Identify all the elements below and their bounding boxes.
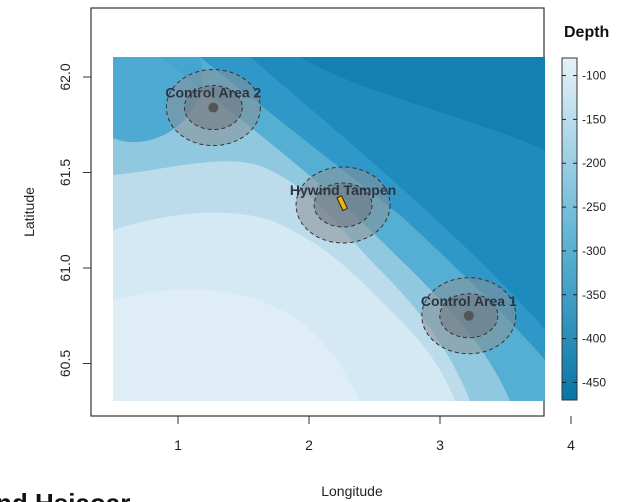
y-tick-label: 61.5 <box>57 159 73 186</box>
y-tick-label: 61.0 <box>57 254 73 281</box>
legend-tick-label: -300 <box>582 244 606 258</box>
x-tick-label: 4 <box>567 437 575 453</box>
legend-tick-label: -400 <box>582 332 606 346</box>
legend-tick-label: -250 <box>582 200 606 214</box>
x-tick-label: 3 <box>436 437 444 453</box>
legend-tick-label: -450 <box>582 375 606 389</box>
area-label: Control Area 1 <box>421 293 517 309</box>
y-axis-label: Latitude <box>21 187 37 237</box>
y-tick-label: 62.0 <box>57 63 73 90</box>
wind-farm-marker <box>336 195 349 212</box>
footer-fragment: nd Hsiaoar <box>0 488 130 502</box>
y-tick-label: 60.5 <box>57 350 73 377</box>
survey-areas: Control Area 2 Hywind Tampen Control Area … <box>165 69 517 355</box>
legend-title: Depth <box>564 24 609 41</box>
survey-area-1: Hywind Tampen <box>290 166 396 244</box>
legend-tick-label: -150 <box>582 112 606 126</box>
legend-tick-label: -200 <box>582 156 606 170</box>
legend-ticks: -100 -150 -200 -250 -300 -350 -400 -450 <box>562 69 606 389</box>
legend-tick-label: -350 <box>582 288 606 302</box>
x-tick-label: 2 <box>305 437 313 453</box>
x-tick-label: 1 <box>174 437 182 453</box>
x-axis-label: Longitude <box>321 483 383 499</box>
legend-colorbar <box>561 57 578 401</box>
area-center-marker <box>463 310 474 321</box>
area-label: Control Area 2 <box>165 85 261 101</box>
axes: 1 2 3 4 60.5 61.0 61.5 62.0 <box>57 63 575 453</box>
area-label: Hywind Tampen <box>290 182 396 198</box>
survey-area-2: Control Area 1 <box>421 277 517 355</box>
area-center-marker <box>208 102 219 113</box>
survey-area-0: Control Area 2 <box>165 69 262 147</box>
legend-tick-label: -100 <box>582 69 606 83</box>
